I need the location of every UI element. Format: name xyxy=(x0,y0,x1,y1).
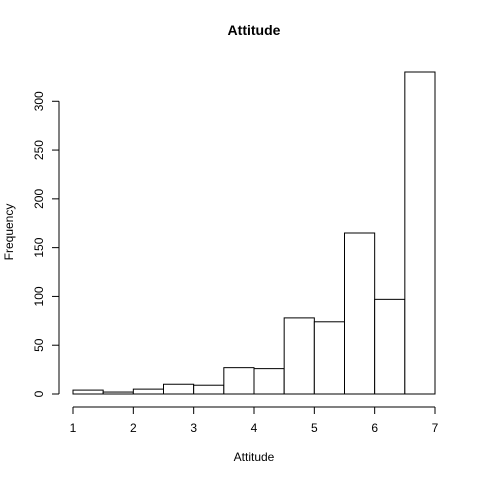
histogram-bar xyxy=(283,317,315,395)
y-tick-label: 300 xyxy=(32,91,46,111)
y-tick-label: 100 xyxy=(32,286,46,306)
histogram-bar xyxy=(132,388,164,395)
x-tick-label: 3 xyxy=(190,421,197,435)
histogram-bar xyxy=(102,391,134,395)
histogram-bar xyxy=(223,367,255,395)
x-tick-label: 7 xyxy=(432,421,439,435)
y-tick-label: 200 xyxy=(32,189,46,209)
histogram-bar xyxy=(344,232,376,395)
y-tick-label: 150 xyxy=(32,237,46,257)
y-axis: 0 50 100 150 200 250 300 xyxy=(32,91,60,397)
histogram-bar xyxy=(163,383,195,395)
histogram-bar xyxy=(253,368,285,395)
histogram-bar xyxy=(193,384,225,395)
x-axis: 1 2 3 4 5 6 7 xyxy=(70,406,439,435)
histogram-bar xyxy=(374,298,406,395)
y-tick-label: 0 xyxy=(32,390,46,397)
histogram-bar xyxy=(313,321,346,395)
x-tick-label: 2 xyxy=(130,421,137,435)
chart-title: Attitude xyxy=(228,22,281,38)
x-tick-label: 4 xyxy=(251,421,258,435)
y-tick-label: 250 xyxy=(32,140,46,160)
y-axis-label: Frequency xyxy=(2,204,16,261)
histogram-bar xyxy=(72,389,104,395)
x-tick-label: 6 xyxy=(371,421,378,435)
x-tick-label: 1 xyxy=(70,421,77,435)
histogram-bar xyxy=(404,71,436,395)
bars-group xyxy=(72,71,436,395)
y-tick-label: 50 xyxy=(32,338,46,352)
x-axis-label: Attitude xyxy=(234,450,275,464)
x-tick-label: 5 xyxy=(311,421,318,435)
